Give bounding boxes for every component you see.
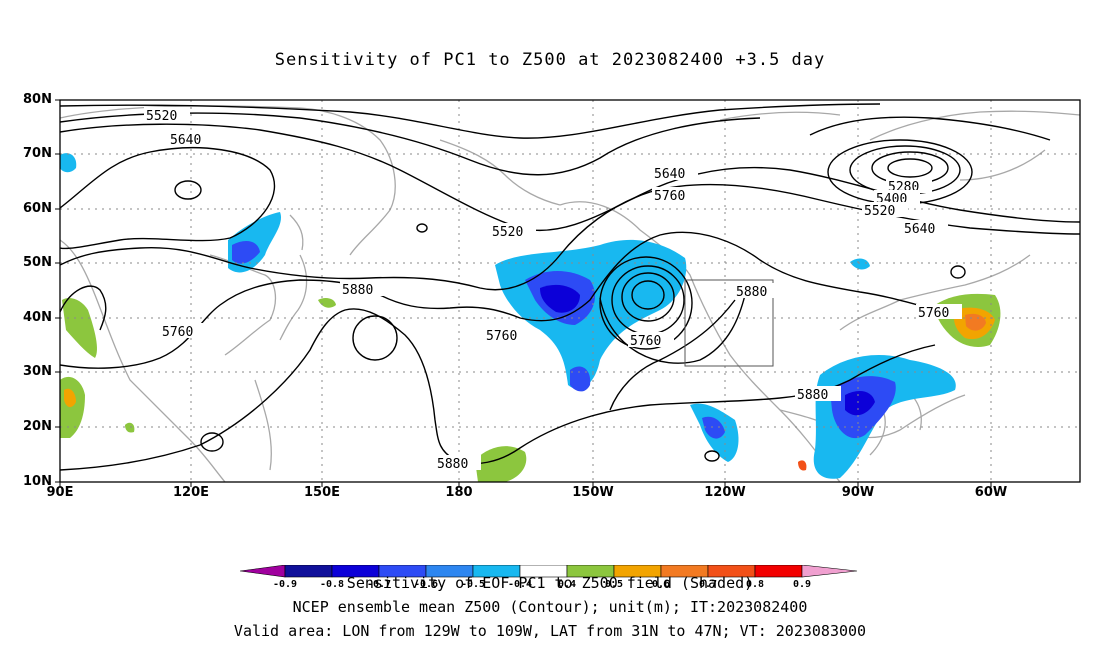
contour-label: 5520 [146, 109, 177, 124]
map-plot: 5520 5640 5520 5640 5760 5280 5400 5520 … [55, 99, 1081, 487]
lat-label: 70N [23, 146, 52, 161]
contour-label: 5880 [437, 457, 468, 472]
contour-label: 5640 [904, 222, 935, 237]
map-title: Sensitivity of PC1 to Z500 at 2023082400… [274, 50, 826, 70]
lon-label: 150W [572, 485, 614, 500]
colorbar-tick-label: -0.7 [367, 579, 391, 589]
lat-label: 10N [23, 474, 52, 489]
contour-label: 5520 [864, 204, 895, 219]
shade-blob-sw-orange [64, 388, 76, 408]
contour-label: 5880 [342, 283, 373, 298]
contour-label: 5880 [797, 388, 828, 403]
sensitivity-shading [60, 153, 1001, 482]
colorbar-tick-label: -0.8 [320, 579, 344, 589]
shade-blob-small-green2 [125, 422, 135, 433]
caption-shading: Sensitivity of EOF PC1 to Z500 field (Sh… [346, 574, 754, 592]
axis-ticks [55, 99, 992, 487]
contour-label: 5760 [654, 189, 685, 204]
contour-label: 5640 [654, 167, 685, 182]
shade-blob-ne-pacific-center [540, 284, 580, 313]
colorbar-tick-label: -0.4 [508, 579, 532, 589]
contour-label: 5760 [918, 306, 949, 321]
lat-label: 50N [23, 255, 52, 270]
shade-blob-small-cyan [850, 258, 870, 270]
colorbar: -0.9 -0.8 -0.7 -0.6 -0.5 -0.4 0.4 0.5 0.… [240, 565, 858, 589]
shade-blob-small-red [798, 460, 807, 471]
colorbar-tick-label: 0.9 [793, 579, 811, 589]
shade-blob-hawaii [570, 366, 591, 392]
colorbar-tick-label: -0.5 [461, 579, 485, 589]
plot-frame [59, 99, 1081, 483]
lat-label: 60N [23, 201, 52, 216]
shade-blob-small-green [318, 297, 336, 308]
shade-blob-pacific-green [475, 446, 527, 482]
colorbar-tick-label: 0.6 [652, 579, 670, 589]
valid-area-box [684, 279, 774, 367]
colorbar-tick-label: -0.9 [273, 579, 297, 589]
caption-valid-area: Valid area: LON from 129W to 109W, LAT f… [233, 622, 867, 640]
shade-blob-nw [60, 153, 77, 173]
lat-label: 40N [23, 310, 52, 325]
lon-label: 120W [704, 485, 746, 500]
colorbar-tick-label: 0.5 [605, 579, 623, 589]
contour-label-group: 5520 5640 5520 5640 5760 5280 5400 5520 … [144, 107, 962, 472]
colorbar-tick-label: 0.7 [699, 579, 717, 589]
lon-label: 120E [172, 485, 210, 500]
lat-label: 30N [23, 364, 52, 379]
contour-label: 5880 [736, 285, 767, 300]
contour-label: 5520 [492, 225, 523, 240]
map-panel: 5520 5640 5520 5640 5760 5280 5400 5520 … [23, 92, 1081, 500]
lon-label: 90E [46, 485, 74, 500]
contour-label: 5760 [486, 329, 517, 344]
colorbar-tick-label: 0.4 [558, 579, 576, 589]
caption-contour: NCEP ensemble mean Z500 (Contour); unit(… [292, 598, 808, 616]
shade-blob-sw-green [60, 376, 85, 438]
lon-label: 150E [303, 485, 341, 500]
lon-label: 180 [445, 485, 473, 500]
shade-blob-gulf-center [845, 390, 875, 416]
colorbar-right-arrow [801, 565, 858, 578]
colorbar-tick-label: -0.6 [414, 579, 438, 589]
contour-label: 5760 [162, 325, 193, 340]
coastlines [60, 105, 1080, 482]
lon-label: 90W [841, 485, 875, 500]
lat-label: 20N [23, 419, 52, 434]
lat-label: 80N [23, 92, 52, 107]
shade-blob-ne-pacific [495, 239, 687, 389]
shade-blob-w-green [62, 298, 98, 358]
shade-blob-japan-core [232, 240, 260, 264]
lon-label: 60W [974, 485, 1008, 500]
shade-blob-mexico-core [702, 416, 725, 439]
contour-label: 5760 [630, 334, 661, 349]
contour-label: 5640 [170, 133, 201, 148]
colorbar-tick-label: 0.8 [746, 579, 764, 589]
